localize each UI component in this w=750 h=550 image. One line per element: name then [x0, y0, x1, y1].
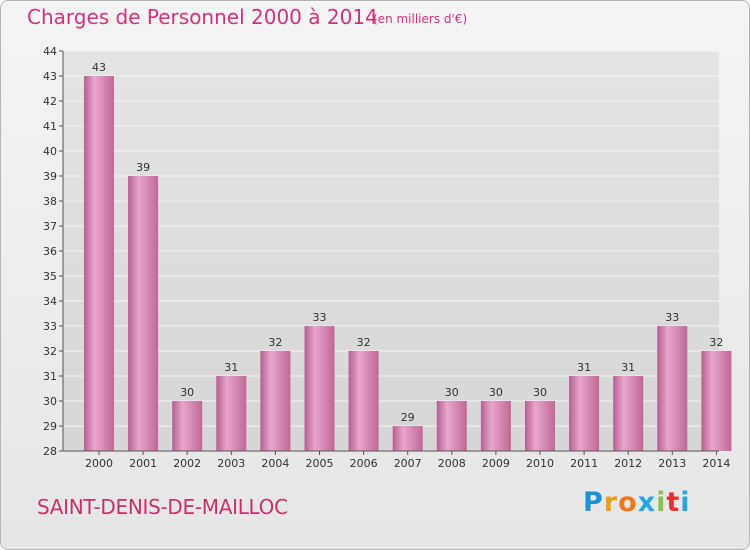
logo-letter: t — [666, 487, 681, 518]
gridlines — [63, 50, 719, 452]
bar — [480, 401, 511, 451]
bar — [216, 376, 247, 451]
y-tick-label: 34 — [43, 295, 57, 308]
y-tick-label: 32 — [43, 345, 57, 358]
data-label: 30 — [533, 386, 547, 399]
y-tick-label: 42 — [43, 95, 57, 108]
x-tick-label: 2013 — [658, 457, 686, 470]
city-name: SAINT-DENIS-DE-MAILLOC — [37, 495, 288, 519]
bar — [569, 376, 600, 451]
y-tick-label: 33 — [43, 320, 57, 333]
x-tick-label: 2002 — [173, 457, 201, 470]
x-axis-ticks: 2000 2001 2002 2003 2004 2005 2006 2007 2008 2009… — [85, 451, 730, 470]
chart-title: Charges de Personnel 2000 à 2014 — [27, 5, 378, 29]
y-tick-label: 37 — [43, 220, 57, 233]
data-label: 43 — [92, 61, 106, 74]
data-label: 30 — [445, 386, 459, 399]
y-tick-label: 28 — [43, 445, 57, 458]
x-tick-label: 2009 — [482, 457, 510, 470]
bar — [172, 401, 203, 451]
data-label: 32 — [709, 336, 723, 349]
y-tick-label: 29 — [43, 420, 57, 433]
data-label: 32 — [268, 336, 282, 349]
bar — [525, 401, 555, 451]
logo-letter: P — [583, 487, 604, 518]
x-tick-label: 2014 — [702, 457, 730, 470]
x-tick-label: 2011 — [570, 457, 598, 470]
y-tick-label: 39 — [43, 170, 57, 183]
data-label: 39 — [136, 161, 150, 174]
y-tick-label: 36 — [43, 245, 57, 258]
bar — [436, 401, 467, 451]
data-label: 31 — [577, 361, 591, 374]
y-tick-label: 41 — [43, 120, 57, 133]
y-tick-label: 43 — [43, 70, 57, 83]
bar — [613, 376, 644, 451]
logo-letter: r — [603, 487, 619, 518]
y-tick-label: 35 — [43, 270, 57, 283]
logo-letter: x — [637, 487, 657, 518]
logo-letter: o — [618, 487, 638, 518]
bar — [392, 426, 423, 451]
proxiti-logo: Proxiti — [583, 487, 691, 518]
logo-letter: i — [680, 487, 691, 518]
data-label: 30 — [489, 386, 503, 399]
y-tick-label: 38 — [43, 195, 57, 208]
y-axis-ticks: 28 29 30 31 32 33 34 35 36 37 38 39 40 41 42 43 44 — [43, 45, 63, 458]
data-label: 33 — [313, 311, 327, 324]
data-label: 31 — [224, 361, 238, 374]
y-tick-label: 30 — [43, 395, 57, 408]
bar — [260, 351, 291, 451]
bar — [657, 326, 688, 451]
x-tick-label: 2006 — [350, 457, 378, 470]
bar — [304, 326, 335, 451]
bar — [128, 176, 159, 451]
x-tick-label: 2008 — [438, 457, 466, 470]
data-labels: 43 39 30 31 32 33 32 29 30 30 30 31 31 33 32 — [92, 61, 723, 424]
bars — [84, 76, 732, 451]
y-tick-label: 31 — [43, 370, 57, 383]
x-tick-label: 2000 — [85, 457, 113, 470]
logo-letter: i — [656, 487, 667, 518]
x-tick-label: 2007 — [394, 457, 422, 470]
chart-subtitle: (en milliers d'€) — [373, 12, 468, 26]
bar — [348, 351, 379, 451]
y-tick-label: 44 — [43, 45, 57, 58]
bar — [701, 351, 732, 451]
x-tick-label: 2001 — [129, 457, 157, 470]
x-tick-label: 2003 — [217, 457, 245, 470]
data-label: 30 — [180, 386, 194, 399]
data-label: 33 — [665, 311, 679, 324]
data-label: 29 — [401, 411, 415, 424]
x-tick-label: 2004 — [261, 457, 289, 470]
y-tick-label: 40 — [43, 145, 57, 158]
x-tick-label: 2012 — [614, 457, 642, 470]
data-label: 31 — [621, 361, 635, 374]
data-label: 32 — [357, 336, 371, 349]
x-tick-label: 2005 — [306, 457, 334, 470]
bar — [84, 76, 114, 451]
x-tick-label: 2010 — [526, 457, 554, 470]
axes — [62, 51, 719, 452]
